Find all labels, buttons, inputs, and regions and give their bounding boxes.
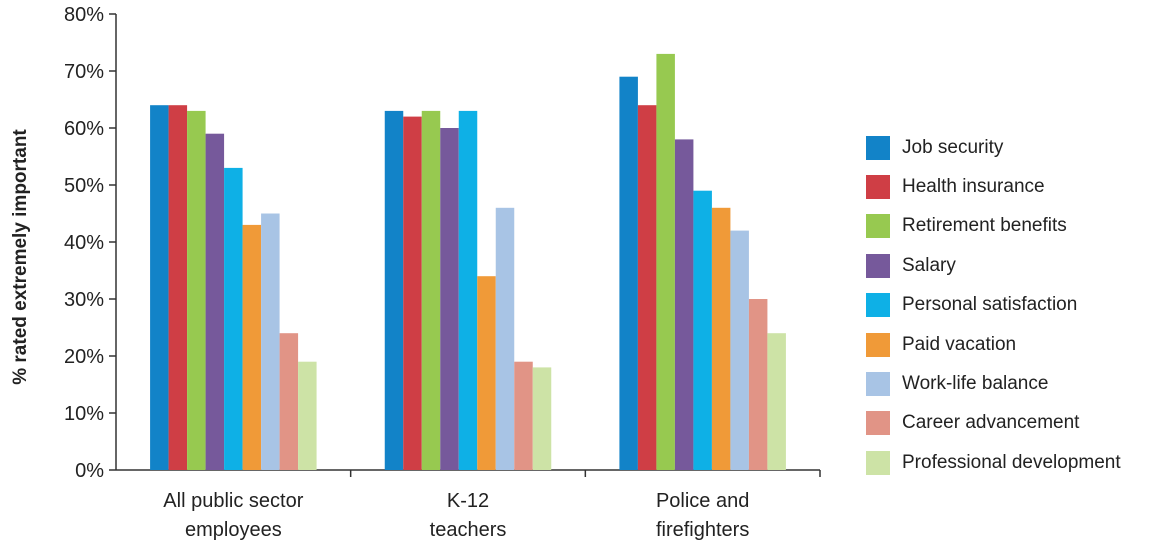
- bar-retirement-benefits: [421, 110, 441, 471]
- bar-professional-development: [532, 367, 552, 470]
- y-tick-label: 30%: [64, 289, 104, 311]
- legend-item: Job security: [866, 128, 1121, 167]
- bar-work-life-balance: [730, 230, 749, 470]
- x-axis-tick-labels: All public sector employees K-12 teachers Po…: [163, 470, 821, 541]
- y-tick-label: 80%: [64, 4, 104, 26]
- legend-swatch: [866, 372, 890, 397]
- legend-label: Personal satisfaction: [902, 294, 1078, 316]
- bar-health-insurance: [637, 105, 657, 470]
- legend-label: Job security: [902, 136, 1004, 158]
- x-tick-label: employees: [185, 519, 282, 541]
- legend-label: Paid vacation: [902, 333, 1017, 355]
- bar-personal-satisfaction: [458, 110, 478, 471]
- legend-swatch: [866, 450, 890, 475]
- legend-item: Health insurance: [866, 167, 1121, 206]
- legend-swatch: [866, 411, 890, 436]
- x-tick-label: K-12: [447, 490, 489, 512]
- legend-item: Paid vacation: [866, 325, 1121, 364]
- bar-health-insurance: [168, 105, 188, 470]
- y-tick-label: 60%: [64, 118, 104, 140]
- y-tick-label: 50%: [64, 175, 104, 197]
- legend-label: Health insurance: [902, 176, 1045, 198]
- bar-career-advancement: [748, 299, 768, 470]
- bar-salary: [674, 139, 694, 470]
- legend-label: Professional development: [902, 451, 1121, 473]
- legend-label: Career advancement: [902, 412, 1080, 434]
- bar-work-life-balance: [495, 207, 515, 471]
- bar-career-advancement: [279, 333, 299, 470]
- y-tick-label: 70%: [64, 61, 104, 83]
- y-tick-label: 0%: [75, 460, 104, 482]
- y-tick-label: 20%: [64, 346, 104, 368]
- bar-personal-satisfaction: [224, 167, 243, 470]
- bar-job-security: [619, 76, 638, 470]
- legend-item: Salary: [866, 246, 1121, 285]
- bar-salary: [440, 128, 459, 470]
- y-axis-label: % rated extremely important: [10, 129, 31, 385]
- bar-personal-satisfaction: [693, 190, 712, 470]
- bar-retirement-benefits: [656, 53, 675, 471]
- bar-job-security: [384, 110, 404, 471]
- legend-item: Work-life balance: [866, 364, 1121, 403]
- x-tick-label: Police and: [656, 490, 749, 512]
- legend-item: Professional development: [866, 443, 1121, 482]
- legend-swatch: [866, 135, 890, 160]
- legend-item: Career advancement: [866, 404, 1121, 443]
- bar-paid-vacation: [242, 224, 262, 470]
- x-tick-label: firefighters: [656, 519, 749, 541]
- legend: Job security Health insurance Retirement b…: [866, 128, 1121, 483]
- y-tick-label: 40%: [64, 232, 104, 254]
- bar-retirement-benefits: [187, 110, 206, 471]
- legend-swatch: [866, 253, 890, 278]
- legend-item: Personal satisfaction: [866, 286, 1121, 325]
- bar-career-advancement: [514, 361, 533, 470]
- bar-paid-vacation: [711, 207, 731, 471]
- legend-swatch: [866, 293, 890, 318]
- legend-label: Work-life balance: [902, 373, 1049, 395]
- bar-health-insurance: [403, 116, 422, 470]
- bar-salary: [205, 133, 225, 470]
- x-tick-label: All public sector: [163, 490, 303, 512]
- bar-area: [150, 53, 786, 471]
- bar-work-life-balance: [261, 213, 280, 470]
- bar-professional-development: [298, 361, 317, 470]
- y-axis-ticks: 0% 10% 20% 30% 40% 50% 60% 70% 80%: [64, 4, 116, 482]
- bar-paid-vacation: [477, 276, 496, 470]
- x-tick-label: teachers: [430, 519, 507, 541]
- legend-item: Retirement benefits: [866, 207, 1121, 246]
- y-tick-label: 10%: [64, 403, 104, 425]
- legend-label: Salary: [902, 254, 956, 276]
- bar-professional-development: [767, 333, 786, 470]
- legend-label: Retirement benefits: [902, 215, 1067, 237]
- bar-job-security: [150, 105, 169, 470]
- legend-swatch: [866, 214, 890, 239]
- legend-swatch: [866, 175, 890, 200]
- legend-swatch: [866, 332, 890, 357]
